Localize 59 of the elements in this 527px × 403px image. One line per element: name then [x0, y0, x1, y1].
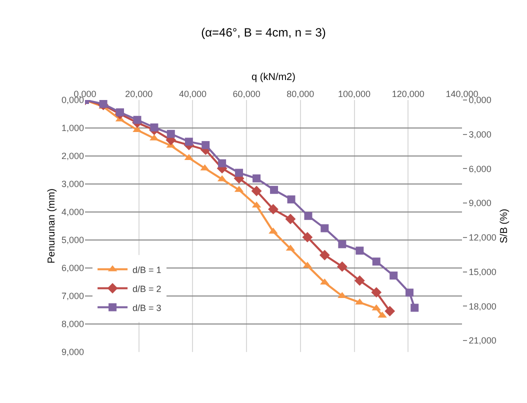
point [410, 304, 419, 312]
y-tick-label: 3,000 [61, 179, 84, 190]
point [268, 204, 278, 214]
point [252, 174, 261, 182]
y-tick-label: 1,000 [61, 123, 84, 134]
point [302, 232, 313, 242]
x-axis-title: q (kN/m2) [252, 72, 296, 84]
point [184, 138, 193, 146]
point [354, 275, 365, 286]
y-tick-label: 9,000 [61, 347, 84, 358]
point [338, 240, 346, 248]
legend-label: d/B = 1 [132, 264, 162, 275]
y-tick-label: 2,000 [61, 151, 84, 162]
legend-label: d/B = 3 [132, 302, 162, 313]
chart-title: (α=46°, B = 4cm, n = 3) [201, 26, 326, 40]
y2-axis-title: S/B (%) [498, 208, 510, 244]
point [336, 261, 348, 272]
y2-tick-label: 12,000 [468, 232, 496, 243]
point [372, 258, 380, 266]
x-tick-label: 40,000 [178, 89, 206, 100]
x-tick-label: 0,000 [74, 89, 96, 100]
point [202, 141, 210, 150]
y2-tick-label: 9,000 [468, 198, 492, 208]
point [371, 287, 382, 298]
y2-tick-label: 18,000 [468, 301, 496, 312]
point [304, 212, 312, 220]
x-tick-label: 100,000 [338, 89, 371, 100]
point [287, 195, 296, 204]
y-tick-label: 7,000 [61, 291, 84, 302]
x-tick-label: 120,000 [392, 89, 424, 100]
point [319, 250, 330, 260]
y2-tick-label: 21,000 [468, 336, 496, 346]
x-tick-label: 80,000 [286, 89, 314, 100]
point [166, 130, 175, 138]
x-tick-label: 20,000 [125, 89, 153, 100]
point [218, 159, 226, 168]
y-tick-label: 8,000 [61, 319, 84, 330]
y-tick-label: 5,000 [61, 235, 84, 246]
point [390, 272, 398, 280]
point [270, 186, 278, 194]
point [356, 246, 364, 255]
y2-tick-label: 15,000 [468, 266, 496, 277]
point [384, 306, 396, 316]
y-axis-title: Penurunan (mm) [46, 188, 58, 264]
point [320, 224, 329, 232]
point [285, 214, 296, 224]
point [133, 116, 142, 124]
point [150, 123, 158, 132]
y2-tick-label: 3,000 [468, 130, 492, 140]
legend-label: d/B = 2 [132, 284, 162, 294]
y2-tick-label: 6,000 [468, 164, 492, 174]
point [251, 186, 262, 196]
point [405, 288, 414, 297]
y-tick-label: 6,000 [61, 263, 84, 274]
point [116, 108, 124, 116]
y-tick-label: 4,000 [61, 207, 84, 218]
point [235, 168, 244, 177]
point [99, 100, 108, 108]
x-tick-label: 60,000 [232, 89, 260, 100]
